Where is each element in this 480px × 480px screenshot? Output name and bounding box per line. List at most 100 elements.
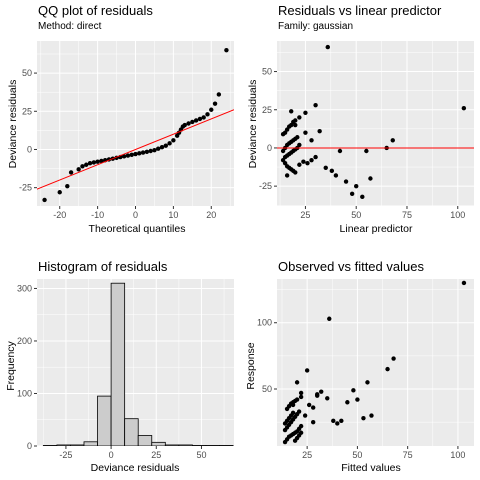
qq-plot-title: QQ plot of residuals	[38, 3, 153, 18]
residuals-vs-predictor-point	[295, 135, 300, 140]
residuals-vs-predictor-point	[368, 176, 373, 181]
qq-plot-x-tick-label: 20	[206, 210, 216, 220]
histogram-bar	[178, 444, 193, 446]
qq-plot-x-tick-label: -10	[91, 210, 104, 220]
histogram-bar	[124, 418, 139, 446]
histogram-bar	[219, 445, 234, 446]
residuals-vs-predictor-point	[297, 115, 302, 120]
histogram-x-axis-label: Deviance residuals	[90, 462, 180, 474]
residuals-vs-predictor-point	[364, 148, 369, 154]
histogram-y-tick-label: 200	[17, 336, 32, 346]
observed-vs-fitted-point	[339, 418, 344, 424]
qq-plot-point	[76, 167, 81, 172]
residuals-vs-predictor-point	[297, 162, 302, 167]
observed-vs-fitted-point	[365, 380, 370, 385]
qq-plot-point	[193, 118, 199, 123]
observed-vs-fitted-point	[335, 421, 340, 426]
qq-plot-point	[91, 160, 97, 165]
residuals-vs-predictor-x-tick-label: 50	[351, 210, 361, 220]
observed-vs-fitted-point	[298, 430, 304, 435]
qq-plot-point	[87, 161, 93, 166]
observed-vs-fitted-x-tick-label: 75	[403, 450, 413, 460]
residuals-vs-predictor-point	[297, 142, 302, 148]
histogram-svg: -25 0 25 50 0 100 200 300	[17, 279, 234, 460]
residuals-vs-predictor-point	[337, 148, 343, 154]
histogram-marks	[42, 282, 234, 446]
observed-vs-fitted-point	[361, 415, 366, 421]
residuals-vs-predictor-subtitle: Family: gaussian	[278, 21, 354, 32]
residuals-vs-predictor-point	[293, 170, 298, 175]
qq-plot-svg: -20 -10 0 10 20 -25 0 25 50	[19, 41, 234, 220]
residuals-vs-predictor-point	[343, 179, 349, 184]
histogram-y-axis-label: Frequency	[5, 341, 17, 391]
qq-plot-point	[121, 154, 127, 159]
histogram-bar	[97, 395, 112, 446]
residuals-vs-predictor-y-tick-label: -25	[259, 181, 272, 191]
qq-plot-point	[163, 143, 169, 148]
qq-plot-point	[133, 151, 138, 157]
observed-vs-fitted-point	[306, 402, 312, 408]
qq-plot-point	[171, 138, 176, 143]
observed-vs-fitted-point	[315, 392, 320, 397]
observed-vs-fitted-point	[385, 366, 390, 372]
observed-vs-fitted-point	[290, 402, 296, 408]
residuals-vs-predictor-point	[349, 191, 355, 196]
qq-plot-point	[80, 164, 85, 169]
histogram-y-tick-label: 0	[27, 441, 32, 451]
residuals-vs-predictor-y-axis-label: Deviance residuals	[247, 79, 259, 169]
histogram-bar	[110, 282, 126, 446]
residuals-vs-predictor-x-tick-label: 75	[402, 210, 412, 220]
observed-vs-fitted-point	[391, 356, 396, 361]
residuals-vs-predictor-plot-background	[277, 41, 474, 206]
residuals-vs-predictor-marks	[277, 44, 474, 200]
qq-plot-point	[95, 159, 100, 164]
observed-vs-fitted-y-axis-label: Response	[245, 342, 257, 390]
qq-plot-point	[137, 151, 142, 156]
histogram-x-tick-label: 50	[196, 450, 206, 460]
qq-plot-point	[167, 141, 172, 146]
residuals-vs-predictor-x-tick-label: 25	[300, 210, 310, 220]
residuals-vs-predictor-point	[461, 106, 467, 111]
qq-plot-point	[65, 183, 70, 189]
histogram-panel: -25 0 25 50 0 100 200 300 Histogram of residual…	[0, 240, 240, 480]
qq-plot-point	[205, 112, 210, 117]
qq-plot-y-tick-label: 0	[27, 144, 32, 154]
qq-plot-point	[144, 149, 150, 154]
observed-vs-fitted-point	[351, 388, 356, 393]
qq-plot-point	[212, 101, 218, 106]
observed-vs-fitted-title: Observed vs fitted values	[278, 259, 424, 274]
histogram-x-tick-label: -25	[59, 450, 72, 460]
qq-plot-point	[140, 150, 146, 155]
qq-plot-point	[42, 197, 47, 203]
residuals-vs-predictor-svg: 25 50 75 100 -25 0 25 50	[259, 41, 474, 220]
observed-vs-fitted-point	[355, 397, 360, 402]
qq-plot-point	[224, 47, 229, 53]
residuals-vs-predictor-point	[317, 128, 322, 134]
qq-plot-x-tick-label: -20	[53, 210, 66, 220]
qq-plot-point	[186, 121, 191, 126]
qq-plot-point	[68, 170, 74, 175]
observed-vs-fitted-point	[298, 394, 304, 400]
residuals-vs-predictor-panel: 25 50 75 100 -25 0 25 50 Residuals vs linear pr…	[240, 0, 480, 240]
observed-vs-fitted-point	[302, 413, 308, 418]
qq-plot-point	[182, 122, 187, 128]
observed-vs-fitted-point	[296, 409, 302, 414]
qq-plot-point	[201, 115, 206, 120]
observed-vs-fitted-point	[369, 413, 374, 418]
observed-vs-fitted-x-tick-label: 100	[450, 450, 465, 460]
histogram-y-tick-label: 300	[17, 283, 32, 293]
histogram-bar	[151, 441, 166, 446]
qq-plot-point	[152, 148, 157, 153]
qq-plot-panel: -20 -10 0 10 20 -25 0 25 50 QQ plot of residuals…	[0, 0, 240, 240]
residuals-vs-predictor-point	[313, 154, 318, 160]
qq-plot-subtitle: Method: direct	[38, 21, 102, 32]
observed-vs-fitted-x-tick-label: 25	[302, 450, 312, 460]
qq-plot-y-tick-label: 50	[22, 68, 32, 78]
residuals-vs-predictor-x-tick-label: 100	[450, 210, 465, 220]
observed-vs-fitted-point	[298, 423, 304, 429]
residuals-vs-predictor-y-tick-label: 25	[262, 105, 272, 115]
histogram-bar	[164, 444, 180, 446]
qq-plot-point	[148, 148, 153, 154]
observed-vs-fitted-svg: 25 50 75 100 50 100	[257, 279, 474, 460]
